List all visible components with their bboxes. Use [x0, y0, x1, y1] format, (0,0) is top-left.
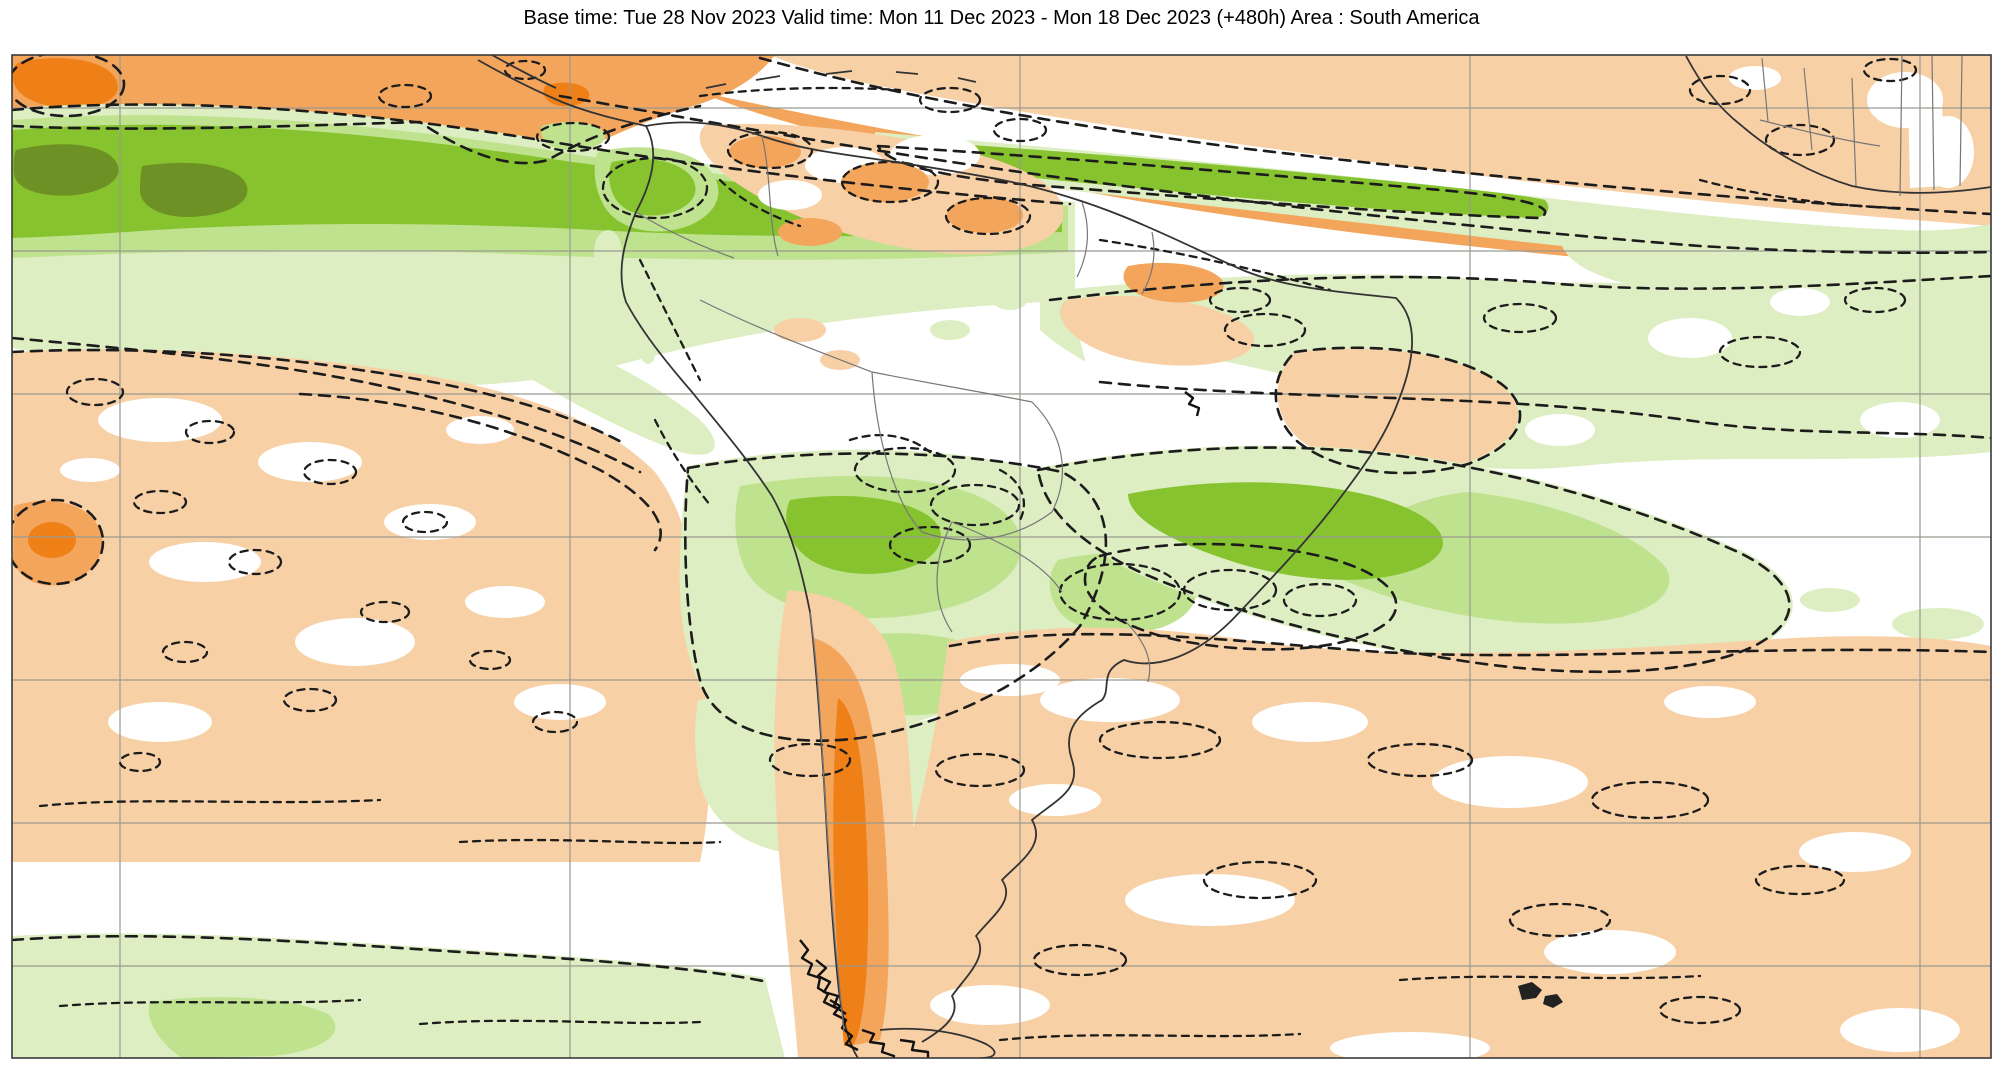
anomaly-fill-layer	[12, 55, 1991, 1058]
central-america-coastline	[477, 59, 647, 127]
tierra-del-fuego	[879, 1027, 996, 1058]
caribbean-islands	[705, 70, 977, 89]
map-frame	[11, 54, 1992, 1059]
contour-lines	[12, 55, 1991, 1042]
coastlines-and-borders	[477, 55, 1991, 1058]
west-africa-coastline	[1685, 55, 1991, 194]
patagonia-fjords	[799, 939, 837, 1010]
falkland-islands	[1518, 982, 1542, 1000]
chart-title: Base time: Tue 28 Nov 2023 Valid time: M…	[523, 7, 1480, 29]
south-america-west-coastline	[620, 125, 859, 1058]
graticule	[12, 55, 1991, 1058]
south-america-east-coastline	[645, 121, 1413, 1043]
country-borders	[635, 135, 1155, 1033]
